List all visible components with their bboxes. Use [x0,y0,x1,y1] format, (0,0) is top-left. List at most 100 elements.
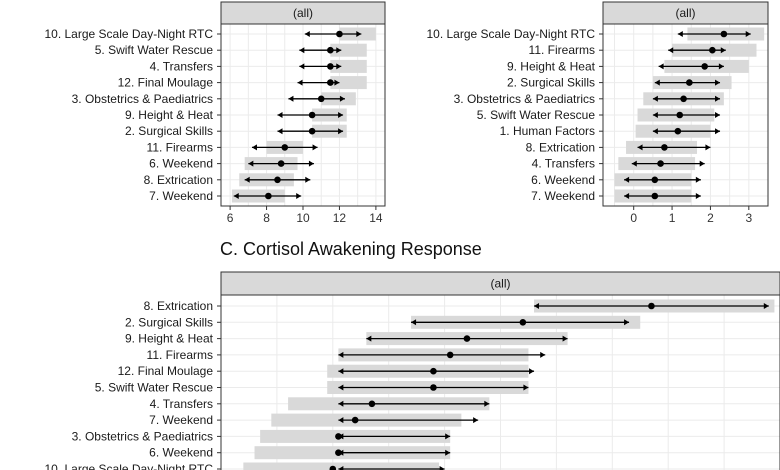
panel-c-arrow-right-3 [540,351,546,358]
panel-b-xtick-label-1: 1 [669,211,676,225]
panel-c-point-9 [335,449,342,457]
panel-c-category-label-5: 5. Swift Water Rescue [95,381,214,395]
panel-a-point-9 [274,176,281,184]
panel-b-point-7 [661,144,668,151]
panel-b-point-9 [651,176,659,184]
panel-a-category-label-4: 3. Obstetrics & Paediatrics [72,92,213,106]
panel-b-category-label-5: 5. Swift Water Rescue [477,108,596,122]
panel-c-point-10 [329,465,337,470]
panel-b-arrow-right-2 [718,63,724,70]
panel-a-point-4 [317,95,325,103]
panel-c-arrow-left-6 [338,400,344,407]
panel-c-point-7 [351,416,359,424]
panel-a-category-label-8: 6. Weekend [149,157,213,171]
panel-b-arrow-left-4 [652,95,658,102]
panel-a-strip-label: (all) [293,6,313,20]
panel-a-arrow-left-7 [251,144,257,151]
panel-c-category-label-0: 8. Extrication [144,299,213,313]
panel-b-arrow-left-0 [677,31,683,37]
panel-a-category-label-10: 7. Weekend [149,189,213,203]
panel-a-arrow-right-6 [338,128,344,135]
panel-c-strip-label: (all) [491,277,511,291]
panel-c-arrow-right-6 [484,400,490,407]
panel-a-point-1 [327,46,334,54]
panel-a-band-3 [330,76,367,90]
panel-a-point-0 [336,30,343,38]
panel-a-xtick-label-1: 8 [263,211,270,225]
panel-a-arrow-right-4 [339,95,345,102]
panel-b-arrow-right-6 [715,128,721,135]
panel-c-category-label-2: 9. Height & Heat [125,332,214,346]
panel-a-arrow-left-6 [277,128,283,135]
panel-b-arrow-right-0 [745,31,751,37]
panel-a-xtick-label-3: 12 [333,211,347,225]
panel-a-arrow-right-7 [312,144,318,151]
panel-b-point-2 [701,63,708,70]
panel-b-arrow-left-1 [668,47,674,54]
panel-a-point-8 [277,160,285,167]
panel-a-arrow-right-3 [334,79,340,86]
panel-c-arrow-left-10 [338,466,344,470]
panel-a-category-label-5: 9. Height & Heat [125,108,214,122]
panel-b-category-label-9: 6. Weekend [531,173,595,187]
panel-c-category-label-1: 2. Surgical Skills [125,315,213,329]
panel-b-arrow-right-8 [699,160,705,167]
panel-b-point-3 [686,79,693,86]
panel-b-point-6 [674,127,682,135]
panel-a-arrow-right-0 [356,31,362,37]
panel-c-arrow-right-4 [529,368,535,375]
panel-c-strip [220,271,780,296]
panel-b-arrow-left-8 [631,160,637,167]
panel-b-strip-label: (all) [676,6,696,20]
panel-c-point-1 [519,319,527,326]
panel-b-category-label-6: 1. Human Factors [500,124,595,138]
panel-b-xtick-label-2: 2 [707,211,714,225]
panel-a-point-3 [327,79,334,86]
panel-a-arrow-left-4 [288,95,294,102]
panel-b-strip [602,1,769,25]
panel-a-point-2 [327,63,334,70]
panel-c-band-10 [243,462,440,470]
panel-a-arrow-left-8 [248,160,254,167]
panel-a-category-label-1: 5. Swift Water Rescue [95,43,214,57]
panel-a-arrow-right-1 [336,47,342,54]
panel-a-band-2 [330,59,367,73]
panel-b-xtick-label-3: 3 [745,211,752,225]
panel-b-arrow-left-2 [658,63,664,70]
panel-a-xtick-label-0: 6 [227,211,234,225]
panel-b-category-label-10: 7. Weekend [531,189,595,203]
panel-a-category-label-0: 10. Large Scale Day-Night RTC [44,27,213,41]
panel-b-arrow-right-4 [715,95,721,102]
panel-c-category-label-6: 4. Transfers [150,397,213,411]
panel-b-category-label-3: 2. Surgical Skills [507,76,595,90]
panel-a-arrow-right-8 [308,160,314,167]
panel-a-point-6 [308,127,316,135]
panel-c-arrow-right-5 [523,384,529,391]
panel-c-category-label-8: 3. Obstetrics & Paediatrics [72,429,213,443]
panel-a-band-1 [330,43,367,57]
panel-a-arrow-left-5 [277,112,283,118]
panel-b: 10. Large Scale Day-Night RTC 11. Firearm… [426,1,769,225]
panel-a-point-5 [308,111,316,119]
panel-b-point-10 [651,192,659,200]
panel-b-arrow-right-5 [715,112,721,118]
panel-b-point-8 [657,160,664,167]
panel-a-xtick-label-2: 10 [296,211,310,225]
panel-c-arrow-left-5 [338,384,344,391]
panel-c-category-label-9: 6. Weekend [149,446,213,460]
panel-c-category-label-3: 11. Firearms [147,348,213,362]
panel-a-arrow-right-10 [296,193,302,199]
panel-a-point-7 [281,144,289,151]
panel-c-point-8 [335,433,342,440]
panel-b-arrow-left-6 [652,128,658,135]
panel-c-point-4 [430,367,437,375]
panel-a-arrow-right-5 [338,112,344,118]
panel-c-arrow-left-0 [534,303,540,309]
panel-b-arrow-left-3 [654,79,660,86]
panel-c: C. Cortisol Awakening Response 8. Extric… [44,239,780,470]
panel-b-arrow-right-10 [695,193,701,199]
panel-c-arrow-right-8 [445,433,451,440]
panel-c-arrow-left-2 [366,335,372,342]
panel-a-category-label-3: 12. Final Moulage [118,76,214,90]
